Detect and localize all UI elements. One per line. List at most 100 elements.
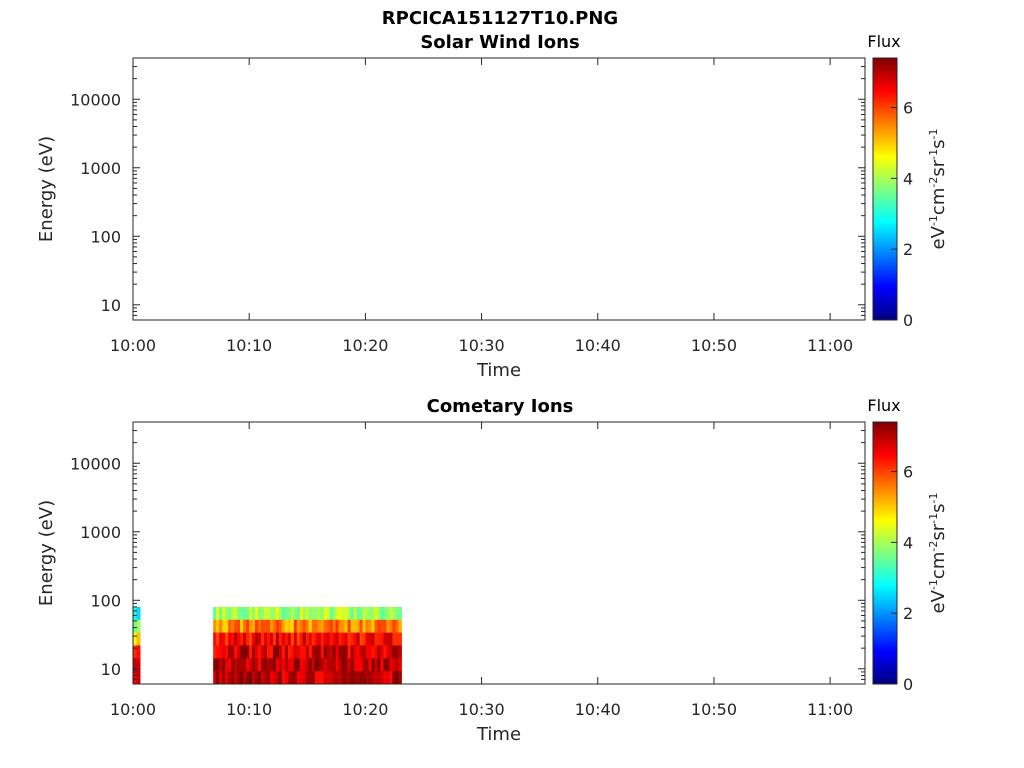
heatmap-cell: [374, 619, 378, 634]
heatmap-cell: [371, 619, 376, 634]
heatmap-cell: [329, 645, 334, 659]
heatmap-cell: [216, 658, 220, 672]
heatmap-cell: [287, 619, 292, 634]
x-axis-label: Time: [476, 360, 521, 381]
heatmap-cell: [389, 606, 393, 621]
heatmap-cell: [335, 619, 340, 634]
heatmap-cell: [231, 606, 235, 621]
heatmap-cell: [350, 645, 355, 659]
heatmap-cell: [389, 658, 393, 672]
heatmap-cell: [299, 645, 304, 659]
heatmap-cell: [284, 671, 289, 685]
heatmap-cell: [380, 619, 384, 634]
heatmap-cell: [287, 606, 292, 621]
heatmap-cell: [314, 658, 319, 672]
heatmap-cell: [395, 632, 399, 646]
heatmap-cell: [383, 632, 387, 646]
heatmap-cell: [359, 632, 364, 646]
heatmap-cell: [311, 619, 316, 634]
heatmap-cell: [240, 606, 244, 621]
heatmap-cell: [219, 632, 223, 646]
heatmap-cell: [231, 632, 235, 646]
heatmap-cell: [243, 658, 247, 672]
heatmap-cell: [293, 645, 298, 659]
heatmap-cell: [272, 619, 277, 634]
heatmap-cell: [263, 632, 268, 646]
heatmap-cell: [332, 645, 337, 659]
heatmap-cell: [344, 645, 349, 659]
heatmap-cell: [263, 606, 268, 621]
heatmap-cell: [133, 619, 137, 634]
heatmap-cell: [356, 632, 361, 646]
heatmap-cell: [272, 671, 277, 685]
heatmap-cell: [341, 658, 346, 672]
heatmap-cell: [377, 606, 381, 621]
x-ticks: 10:00 10:10 10:20 10:30 10:40 10:50 11:00: [110, 58, 853, 355]
heatmap-cell: [305, 645, 310, 659]
heatmap-cell: [293, 632, 298, 646]
heatmap-cell: [228, 658, 232, 672]
heatmap-cell: [314, 645, 319, 659]
heatmap-cell: [398, 671, 402, 685]
plot-frame: [132, 57, 866, 321]
heatmap-cell: [136, 671, 141, 685]
heatmap-cell: [320, 606, 325, 621]
heatmap-cell: [308, 658, 313, 672]
heatmap-cell: [219, 606, 223, 621]
heatmap-cell: [383, 619, 387, 634]
heatmap-cell: [353, 606, 358, 621]
heatmap-cell: [281, 671, 286, 685]
heatmap-cell: [249, 645, 253, 659]
heatmap-cell: [243, 606, 247, 621]
heatmap-cell: [323, 632, 328, 646]
heatmap-cell: [266, 658, 271, 672]
heatmap-cell: [368, 619, 373, 634]
heatmap-cell: [305, 632, 310, 646]
heatmap-cell: [380, 632, 384, 646]
heatmap-cell: [296, 671, 301, 685]
heatmap-cell: [338, 632, 343, 646]
heatmap-cell: [284, 632, 289, 646]
heatmap-cell: [237, 619, 241, 634]
heatmap-cell: [231, 671, 235, 685]
heatmap-cell: [329, 606, 334, 621]
heatmap-cell: [365, 606, 370, 621]
heatmap-cell: [284, 658, 289, 672]
heatmap-cell: [269, 632, 274, 646]
heatmap-cell: [317, 645, 322, 659]
x-tick-label: 10:10: [226, 700, 272, 719]
heatmap-cell: [237, 671, 241, 685]
heatmap-cell: [362, 645, 367, 659]
heatmap-cell: [219, 619, 223, 634]
heatmap-cell: [249, 658, 253, 672]
heatmap-cell: [136, 645, 141, 659]
plot-frame: [132, 421, 866, 685]
heatmap-cell: [359, 671, 364, 685]
heatmap-cell: [252, 619, 256, 634]
colorbar-tick-label: 6: [903, 463, 913, 482]
heatmap-cell: [377, 619, 381, 634]
heatmap-cell: [136, 606, 141, 621]
heatmap-cell: [314, 619, 319, 634]
heatmap-cell: [377, 632, 381, 646]
heatmap-cell: [257, 671, 262, 685]
heatmap-cell: [133, 671, 137, 685]
heatmap-cell: [272, 606, 277, 621]
heatmap-cell: [335, 606, 340, 621]
heatmap-cell: [359, 619, 364, 634]
y-tick-label: 10: [101, 296, 121, 315]
heatmap-cell: [293, 606, 298, 621]
heatmap-cell: [222, 619, 226, 634]
y-axis-label: Energy (eV): [36, 500, 57, 606]
heatmap-cell: [341, 632, 346, 646]
heatmap-cell: [263, 671, 268, 685]
heatmap-cell: [323, 606, 328, 621]
y-tick-label: 10: [101, 660, 121, 679]
heatmap-cell: [341, 606, 346, 621]
heatmap-cell: [255, 632, 259, 646]
heatmap-cell: [314, 671, 319, 685]
heatmap-cell: [371, 658, 376, 672]
heatmap-cell: [219, 645, 223, 659]
heatmap-cell: [296, 632, 301, 646]
heatmap-cell: [216, 632, 220, 646]
